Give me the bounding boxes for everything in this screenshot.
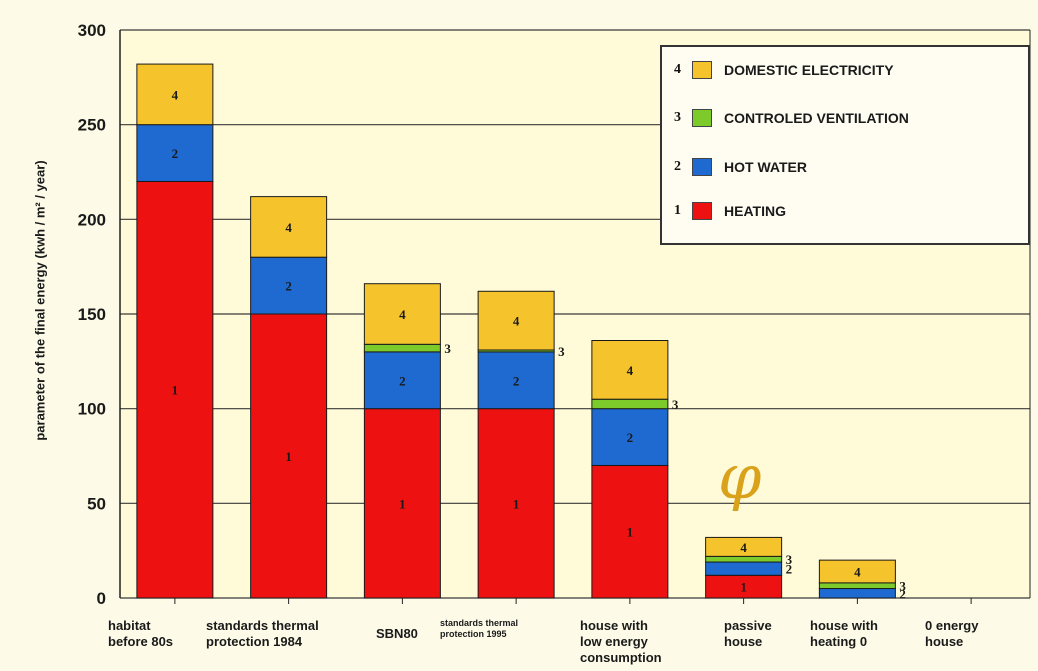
bar-segment-label: 1 [513,496,520,511]
bar-segment-label: 4 [399,307,406,322]
y-tick-label: 250 [78,116,106,135]
legend-swatch [692,61,712,79]
y-tick-label: 150 [78,305,106,324]
y-tick-label: 300 [78,21,106,40]
legend-swatch [692,158,712,176]
x-tick-label: standards thermal protection 1984 [206,618,319,649]
legend-item-domestic-electricity: 4 DOMESTIC ELECTRICITY [674,61,894,79]
bar-segment [591,464,669,599]
legend-number: 2 [674,159,681,174]
bar-segment-label: 4 [285,220,292,235]
bar-segment-label: 3 [672,397,679,412]
bar-segment [705,536,783,557]
bar-segment [250,196,328,258]
y-tick-label: 200 [78,210,106,229]
y-tick-label: 0 [97,589,106,608]
bar-segment [250,313,328,599]
x-tick-label: SBN80 [376,626,418,641]
bar-segment-label: 3 [558,344,565,359]
y-axis-label: parameter of the final energy (kwh / m² … [32,159,48,441]
bar-segment [477,408,555,599]
bar-segment [363,283,441,345]
legend: 4 DOMESTIC ELECTRICITY 3 CONTROLED VENTI… [660,45,1030,245]
x-tick-label: standards thermal protection 1995 [440,618,519,639]
bar-segment-label: 3 [899,579,906,594]
bar-segment-label: 1 [172,383,179,398]
bar-segment [136,63,214,126]
legend-label: CONTROLED VENTILATION [724,110,909,126]
bar-segment [705,555,783,563]
bar-segment-label: 2 [399,373,406,388]
bar-segment [818,588,896,599]
legend-number: 1 [674,203,681,218]
bar-segment-label: 3 [786,552,793,567]
bar-segment-label: 2 [172,146,179,161]
bar-segment-label: 2 [899,586,906,601]
bar-segment-label: 2 [786,562,793,577]
bar-segment-label: 4 [854,564,861,579]
bar-segment-label: 1 [285,449,292,464]
bar-segment [705,561,783,576]
bar-segment [477,290,555,351]
y-tick-label: 100 [78,400,106,419]
bar-segment [591,398,669,410]
legend-number: 4 [674,62,681,77]
phi-symbol-icon: φ [718,440,762,513]
bar-segment [363,343,441,353]
bar-segment [818,582,896,590]
bar-segment-label: 1 [399,496,406,511]
bar-segment [477,351,555,410]
legend-item-hot-water: 2 HOT WATER [674,158,807,176]
bar-segment-label: 2 [285,279,292,294]
legend-label: HOT WATER [724,159,807,175]
bar-segment-label: 4 [627,363,634,378]
bar-segment-label: 4 [740,540,747,555]
bar-segment [136,124,214,182]
bar-segment-label: 4 [513,314,520,329]
bar-segment [363,351,441,410]
bar-segment-label: 4 [172,87,179,102]
legend-item-heating: 1 HEATING [674,202,786,220]
legend-item-controled-ventilation: 3 CONTROLED VENTILATION [674,109,909,127]
bar-segment-label: 3 [444,341,451,356]
bar-segment-label: 1 [740,580,747,595]
y-axis-label-box: parameter of the final energy (kwh / m² … [20,90,60,510]
x-tick-label: house with heating 0 [810,618,878,649]
bar-segment-label: 1 [627,525,634,540]
legend-label: DOMESTIC ELECTRICITY [724,62,894,78]
legend-swatch [692,109,712,127]
x-tick-label: 0 energy house [925,618,979,649]
x-tick-label: passive house [724,618,772,649]
bar-segment-label: 2 [627,430,634,445]
x-tick-label: house with low energy consumption [580,618,662,665]
bar-segment-label: 2 [513,373,520,388]
legend-number: 3 [674,110,681,125]
x-tick-label: habitat before 80s [108,618,174,649]
y-tick-label: 50 [87,494,106,513]
bar-segment [591,340,669,400]
legend-label: HEATING [724,203,786,219]
bar-segment [818,559,896,584]
legend-swatch [692,202,712,220]
